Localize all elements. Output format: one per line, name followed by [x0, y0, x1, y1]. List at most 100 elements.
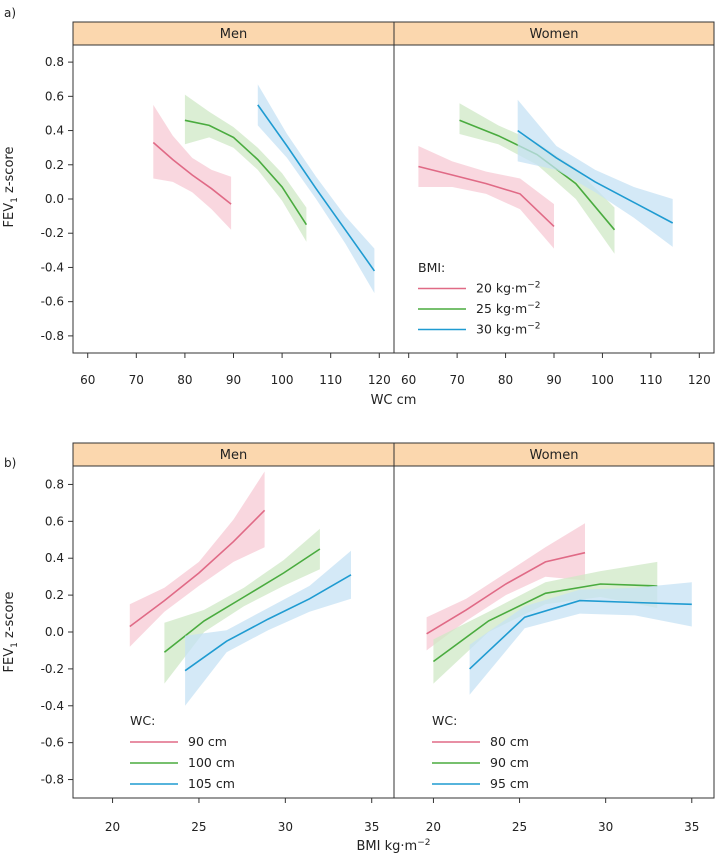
x-tick-label: 25 [191, 820, 206, 834]
series-105 [184, 550, 352, 706]
x-tick-label: 60 [401, 373, 416, 387]
y-tick-label: -0.2 [41, 662, 64, 676]
series-line [469, 599, 692, 670]
legend-label-main: 20 kg·m [476, 281, 527, 296]
legend-label: 90 cm [490, 755, 529, 770]
legend-label: 105 cm [188, 776, 235, 791]
series-line [418, 165, 555, 227]
confidence-band [517, 99, 673, 247]
y-tick-label: -0.2 [41, 226, 64, 240]
x-tick-label: 110 [639, 373, 662, 387]
x-axis-label-main: WC cm [371, 393, 417, 408]
facet-women: Women 60 70 80 90 100 110 120 [393, 21, 715, 387]
series-line [517, 129, 674, 224]
confidence-band [153, 104, 232, 230]
confidence-band [129, 471, 265, 647]
y-tick-label: 0.4 [45, 124, 64, 138]
series-20 [418, 146, 555, 249]
x-tick-label: 100 [271, 373, 294, 387]
confidence-band [469, 582, 692, 695]
x-tick-label: 35 [684, 820, 699, 834]
y-tick-label: 0.2 [45, 588, 64, 602]
y-axis-label-main: FEV [2, 203, 17, 228]
y-axis-label-subscript: 1 [10, 197, 20, 203]
x-tick-label: 35 [364, 820, 379, 834]
series-20 [152, 104, 232, 230]
legend: WC: 80 cm 90 cm 95 cm [432, 713, 529, 791]
x-tick-label: 100 [591, 373, 614, 387]
x-axis-label: BMI kg·m−2 [357, 838, 431, 853]
y-tick-label: -0.4 [41, 260, 64, 274]
y-tick-label: 0.8 [45, 55, 64, 69]
x-tick-label: 30 [598, 820, 613, 834]
x-tick-label: 70 [129, 373, 144, 387]
series-line [184, 574, 352, 672]
y-tick-label: -0.4 [41, 699, 64, 713]
y-axis-label: FEV1 z-score [2, 592, 20, 673]
legend-label-main: 25 kg·m [476, 301, 527, 316]
x-tick-label: 25 [512, 820, 527, 834]
x-tick-label: 60 [80, 373, 95, 387]
x-axis-label: WC cm [371, 393, 417, 408]
series-line [184, 119, 308, 226]
y-axis-label-main: FEV [2, 648, 17, 673]
series-90 [129, 471, 266, 647]
series-25 [184, 94, 308, 242]
panel-b: b) Men 20 25 30 35 Women 20 25 30 35 0.8 0.6 0.4 0.2 0.… [2, 442, 715, 853]
confidence-band [418, 146, 554, 249]
legend-label-superscript: −2 [527, 322, 540, 332]
x-tick-label: 80 [498, 373, 513, 387]
legend-label: 20 kg·m−2 [476, 281, 540, 296]
x-tick-label: 20 [426, 820, 441, 834]
x-tick-label: 70 [449, 373, 464, 387]
legend-title: BMI: [418, 260, 445, 275]
y-tick-label: 0.0 [45, 192, 64, 206]
confidence-band [164, 528, 320, 684]
series-line [257, 104, 376, 272]
y-tick-label: 0.2 [45, 158, 64, 172]
series-95 [469, 582, 692, 695]
facet-men: Men 20 25 30 35 [72, 442, 395, 834]
legend: WC: 90 cm 100 cm 105 cm [130, 713, 235, 791]
series-line [163, 548, 321, 653]
y-tick-label: -0.8 [41, 773, 64, 787]
y-tick-label: 0.6 [45, 89, 64, 103]
y-axis-label-subscript: 1 [10, 642, 20, 648]
legend-label: 80 cm [490, 734, 529, 749]
facet-men: Men 60 70 80 90 100 110 120 [72, 21, 395, 387]
legend-label: 30 kg·m−2 [476, 322, 540, 337]
x-tick-label: 110 [319, 373, 342, 387]
panel-label: a) [4, 6, 16, 20]
x-tick-label: 90 [546, 373, 561, 387]
facet-women: Women 20 25 30 35 [393, 442, 715, 834]
legend-title: WC: [130, 713, 155, 728]
y-tick-label: 0.0 [45, 625, 64, 639]
series-80 [426, 523, 586, 651]
legend-label-superscript: −2 [527, 301, 540, 311]
x-axis-label-main: BMI kg·m [357, 839, 418, 853]
series-30 [517, 99, 674, 247]
y-axis-label-rest: z-score [2, 592, 17, 643]
x-tick-label: 80 [177, 373, 192, 387]
x-tick-label: 120 [688, 373, 711, 387]
y-tick-label: 0.4 [45, 551, 64, 565]
y-tick-label: 0.6 [45, 514, 64, 528]
legend-label-superscript: −2 [527, 281, 540, 291]
y-axis-label: FEV1 z-score [2, 147, 20, 228]
legend-label: 90 cm [188, 734, 227, 749]
confidence-band [185, 550, 351, 706]
facet-strip-label: Men [220, 27, 247, 42]
confidence-band [459, 103, 615, 254]
series-30 [257, 84, 376, 294]
confidence-band [426, 523, 585, 651]
x-tick-label: 120 [368, 373, 391, 387]
facet-strip-label: Women [530, 448, 579, 463]
x-tick-label: 30 [278, 820, 293, 834]
legend-label: 95 cm [490, 776, 529, 791]
legend-label: 25 kg·m−2 [476, 301, 540, 316]
series-100 [163, 528, 321, 684]
